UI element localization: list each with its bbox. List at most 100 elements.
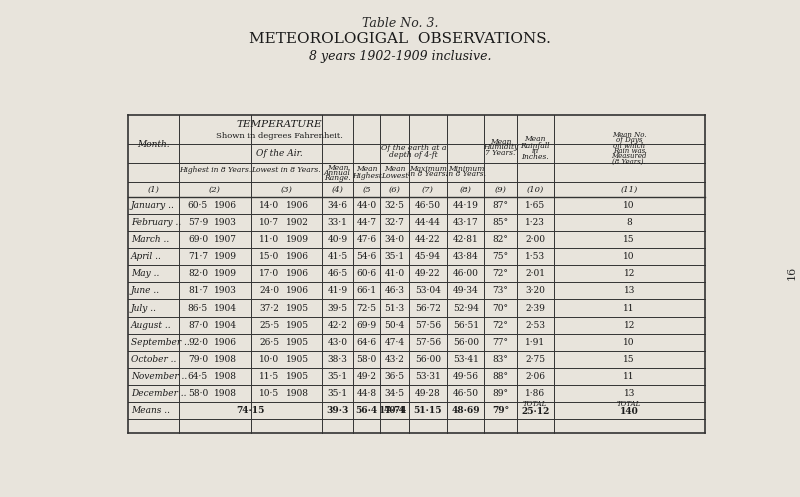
- Text: 1903: 1903: [214, 286, 238, 296]
- Text: 64·6: 64·6: [357, 337, 377, 346]
- Text: Minimum: Minimum: [448, 165, 484, 172]
- Text: 57·56: 57·56: [415, 321, 441, 330]
- Text: 49·34: 49·34: [453, 286, 478, 296]
- Text: 39·5: 39·5: [327, 304, 347, 313]
- Text: 140: 140: [620, 407, 638, 416]
- Text: 33·1: 33·1: [327, 218, 347, 228]
- Text: 82°: 82°: [493, 236, 509, 245]
- Text: 2·06: 2·06: [526, 372, 546, 381]
- Text: (9): (9): [494, 186, 506, 194]
- Text: 69·0: 69·0: [188, 236, 208, 245]
- Text: 60·5: 60·5: [188, 201, 208, 210]
- Text: Humidity: Humidity: [483, 144, 518, 152]
- Text: 2·53: 2·53: [526, 321, 546, 330]
- Text: 51·3: 51·3: [385, 304, 405, 313]
- Text: (11): (11): [621, 186, 638, 194]
- Text: 56·00: 56·00: [415, 354, 441, 363]
- Text: 11: 11: [623, 372, 635, 381]
- Text: METEOROLOGIGAL  OBSERVATIONS.: METEOROLOGIGAL OBSERVATIONS.: [249, 32, 551, 46]
- Text: Highest in 8 Years.: Highest in 8 Years.: [179, 166, 251, 174]
- Text: 38·3: 38·3: [327, 354, 347, 363]
- Text: 57·56: 57·56: [415, 337, 441, 346]
- Text: 87·0: 87·0: [188, 321, 208, 330]
- Text: 52·94: 52·94: [453, 304, 478, 313]
- Text: (5: (5: [362, 186, 371, 194]
- Text: Shown in degrees Fahrenheit.: Shown in degrees Fahrenheit.: [216, 132, 343, 140]
- Text: 1906: 1906: [214, 337, 238, 346]
- Text: February ..: February ..: [131, 218, 182, 228]
- Text: 1905: 1905: [286, 354, 309, 363]
- Text: 41·0: 41·0: [385, 269, 405, 278]
- Text: 11·0: 11·0: [259, 236, 279, 245]
- Text: 2·39: 2·39: [526, 304, 545, 313]
- Text: 35·1: 35·1: [327, 372, 347, 381]
- Text: 1907: 1907: [214, 236, 238, 245]
- Text: 13: 13: [623, 286, 635, 296]
- Text: August ..: August ..: [131, 321, 172, 330]
- Text: 16: 16: [787, 266, 797, 280]
- Text: 8: 8: [626, 218, 632, 228]
- Text: 36·5: 36·5: [385, 372, 405, 381]
- Text: 43·17: 43·17: [453, 218, 478, 228]
- Text: 17·0: 17·0: [259, 269, 279, 278]
- Text: 74·15: 74·15: [237, 406, 265, 414]
- Text: 1905: 1905: [286, 372, 309, 381]
- Text: 7 Years.: 7 Years.: [486, 149, 516, 157]
- Text: 56·51: 56·51: [453, 321, 479, 330]
- Text: 46·00: 46·00: [453, 269, 478, 278]
- Text: 10: 10: [623, 252, 635, 261]
- Text: 56·00: 56·00: [453, 337, 479, 346]
- Text: 35·1: 35·1: [327, 389, 347, 398]
- Text: (1): (1): [148, 186, 159, 194]
- Text: (2): (2): [209, 186, 221, 194]
- Text: 44·44: 44·44: [415, 218, 441, 228]
- Text: 83°: 83°: [493, 354, 509, 363]
- Text: 44·8: 44·8: [357, 389, 377, 398]
- Text: 44·22: 44·22: [415, 236, 441, 245]
- Text: depth of 4-ft: depth of 4-ft: [390, 151, 438, 159]
- Text: 1·23: 1·23: [526, 218, 545, 228]
- Text: TOTAL: TOTAL: [617, 400, 642, 408]
- Text: 2·00: 2·00: [526, 236, 546, 245]
- Text: 87°: 87°: [493, 201, 509, 210]
- Text: 1904: 1904: [214, 304, 238, 313]
- Text: in: in: [532, 147, 539, 155]
- Text: 41·5: 41·5: [327, 252, 347, 261]
- Text: (8): (8): [460, 186, 472, 194]
- Text: 85°: 85°: [493, 218, 509, 228]
- Text: 10·0: 10·0: [259, 354, 279, 363]
- Text: 89°: 89°: [493, 389, 509, 398]
- Text: Means ..: Means ..: [131, 406, 170, 414]
- Text: (4): (4): [331, 186, 343, 194]
- Text: Lowest in 8 Years.: Lowest in 8 Years.: [251, 166, 321, 174]
- Text: 48·69: 48·69: [451, 406, 480, 414]
- Text: 51·15: 51·15: [414, 406, 442, 414]
- Text: (3): (3): [280, 186, 292, 194]
- Text: January ..: January ..: [131, 201, 175, 210]
- Text: May ..: May ..: [131, 269, 159, 278]
- Text: 60·6: 60·6: [357, 269, 377, 278]
- Text: 58·0: 58·0: [357, 354, 377, 363]
- Text: 42·2: 42·2: [327, 321, 347, 330]
- Text: Mean: Mean: [384, 166, 406, 173]
- Text: 12: 12: [623, 269, 635, 278]
- Text: 1906: 1906: [286, 269, 309, 278]
- Text: June ..: June ..: [131, 286, 160, 296]
- Text: 24·0: 24·0: [259, 286, 279, 296]
- Text: Month.: Month.: [138, 140, 170, 149]
- Text: 46·50: 46·50: [453, 389, 479, 398]
- Text: 56·72: 56·72: [415, 304, 441, 313]
- Text: in 8 Years.: in 8 Years.: [446, 170, 486, 178]
- Text: September ..: September ..: [131, 337, 190, 346]
- Text: 45·94: 45·94: [415, 252, 441, 261]
- Text: Mean No.: Mean No.: [612, 131, 646, 139]
- Text: on which: on which: [613, 142, 646, 150]
- Text: Maximum: Maximum: [409, 165, 447, 172]
- Text: Lowest: Lowest: [381, 171, 408, 179]
- Text: 25·5: 25·5: [259, 321, 279, 330]
- Text: 81·7: 81·7: [188, 286, 208, 296]
- Text: TEMPERATURE: TEMPERATURE: [237, 120, 322, 129]
- Text: 10: 10: [623, 337, 635, 346]
- Text: 47·4: 47·4: [385, 337, 405, 346]
- Text: Rain was: Rain was: [613, 147, 646, 155]
